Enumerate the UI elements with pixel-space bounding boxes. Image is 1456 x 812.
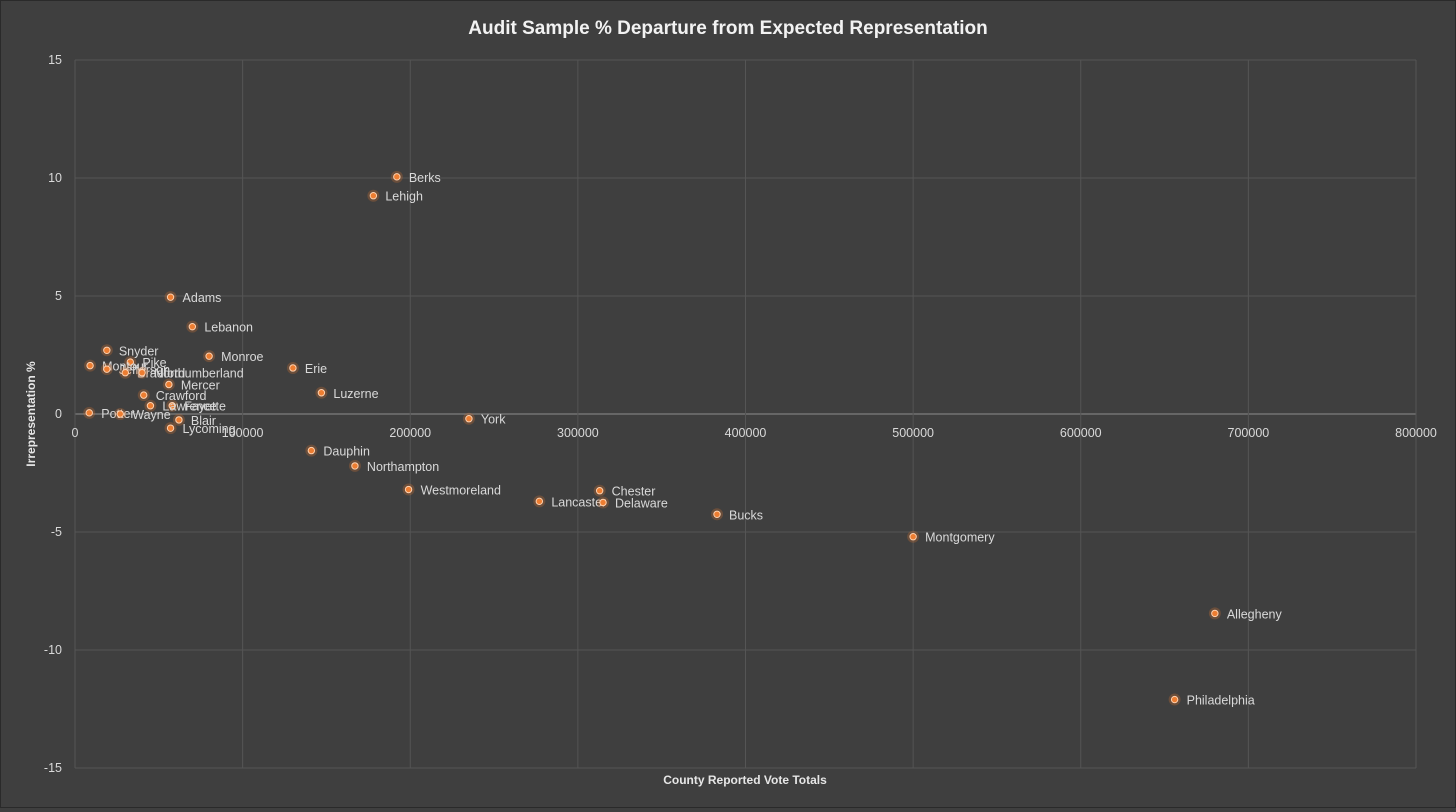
axis-ticks: 15 10 5 0 -5 -10 -15 0 100000 200000 300000 400000 5… (44, 53, 1437, 775)
chart-title: Audit Sample % Departure from Expected R… (468, 18, 987, 39)
x-axis-label: County Reported Vote Totals (663, 773, 827, 787)
data-point[interactable] (307, 446, 316, 455)
gridlines (74, 59, 1417, 769)
data-label: Bucks (729, 508, 763, 522)
data-point[interactable] (168, 402, 176, 410)
x-tick-label: 400000 (725, 426, 767, 440)
data-point[interactable] (165, 380, 173, 389)
data-label: Wayne (132, 408, 170, 422)
data-point[interactable] (909, 533, 917, 541)
data-point[interactable] (138, 369, 146, 377)
data-label: Lehigh (385, 190, 423, 204)
data-point[interactable] (289, 364, 297, 372)
data-point[interactable] (404, 485, 413, 494)
data-label: Bradford (137, 367, 185, 381)
data-label: Dauphin (323, 445, 370, 459)
data-point[interactable] (175, 416, 183, 424)
data-point[interactable] (599, 498, 607, 507)
data-point[interactable] (351, 462, 359, 470)
data-label: Philadelphia (1187, 694, 1255, 708)
data-point[interactable] (140, 391, 148, 399)
y-tick-label: 10 (48, 171, 62, 185)
data-label: Fayette (184, 400, 226, 414)
x-tick-label: 800000 (1395, 426, 1437, 440)
y-axis-label: Irrepresentation % (24, 361, 38, 467)
y-tick-label: -15 (44, 761, 62, 775)
data-label: Blair (191, 414, 216, 428)
data-label: Pike (142, 356, 166, 370)
x-tick-label: 100000 (222, 426, 264, 440)
data-point[interactable] (369, 192, 378, 200)
data-point[interactable] (166, 424, 175, 432)
x-tick-label: 500000 (892, 426, 934, 440)
data-label: Lancaster (551, 495, 606, 509)
data-point[interactable] (85, 409, 93, 417)
data-point[interactable] (595, 487, 604, 495)
data-label: Crawford (156, 389, 207, 403)
data-point[interactable] (1211, 609, 1219, 618)
data-point[interactable] (146, 402, 155, 410)
data-point[interactable] (188, 322, 197, 331)
data-label: Mercer (181, 379, 220, 393)
data-point[interactable] (166, 293, 175, 301)
data-label: Delaware (615, 497, 668, 511)
x-tick-label: 300000 (557, 426, 599, 440)
x-tick-label: 0 (72, 426, 79, 440)
y-tick-label: -10 (44, 643, 62, 657)
data-point[interactable] (393, 173, 401, 181)
data-label: Lebanon (204, 321, 253, 335)
data-label: Adams (183, 291, 222, 305)
data-point[interactable] (86, 361, 94, 370)
data-label: Lawrence (162, 400, 216, 414)
data-label: Erie (305, 362, 327, 376)
data-point[interactable] (103, 365, 111, 373)
x-tick-label: 600000 (1060, 426, 1102, 440)
data-label: Westmoreland (421, 484, 501, 498)
y-tick-label: 0 (55, 407, 62, 421)
data-point[interactable] (317, 389, 326, 397)
data-label: Chester (612, 485, 656, 499)
y-tick-label: -5 (51, 525, 62, 539)
data-point[interactable] (1170, 695, 1179, 704)
data-label: Allegheny (1227, 607, 1283, 621)
data-label: Monroe (221, 350, 263, 364)
data-label: Luzerne (333, 387, 378, 401)
data-point[interactable] (116, 410, 124, 418)
data-label: Snyder (119, 344, 159, 358)
data-point[interactable] (535, 497, 544, 506)
data-point[interactable] (205, 352, 213, 360)
y-tick-label: 15 (48, 53, 62, 67)
data-label: Lycoming (183, 422, 236, 436)
x-tick-label: 200000 (389, 426, 431, 440)
data-label: Northampton (367, 460, 439, 474)
data-label: Berks (409, 171, 441, 185)
data-point[interactable] (121, 369, 129, 377)
data-point[interactable] (465, 415, 473, 423)
data-point[interactable] (103, 346, 111, 354)
data-label: Northumberland (154, 367, 244, 381)
y-tick-label: 5 (55, 289, 62, 303)
data-point[interactable] (126, 358, 135, 366)
data-point[interactable] (713, 510, 721, 518)
data-label: York (481, 413, 506, 427)
data-label: Montour (102, 360, 148, 374)
data-label: Montgomery (925, 531, 995, 545)
x-tick-label: 700000 (1228, 426, 1270, 440)
